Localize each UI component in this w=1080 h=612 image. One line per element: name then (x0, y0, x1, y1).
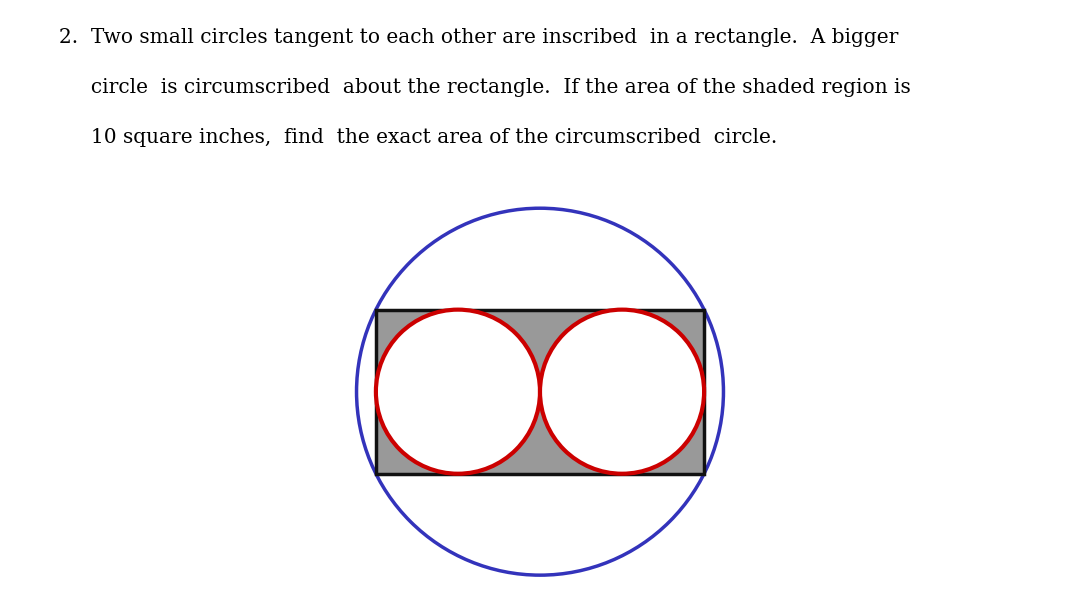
Text: circle  is circumscribed  about the rectangle.  If the area of the shaded region: circle is circumscribed about the rectan… (59, 78, 912, 97)
Circle shape (376, 310, 540, 474)
Bar (376, 310, 704, 474)
Text: 2.  Two small circles tangent to each other are inscribed  in a rectangle.  A bi: 2. Two small circles tangent to each oth… (59, 28, 899, 47)
Circle shape (540, 310, 704, 474)
Text: 10 square inches,  find  the exact area of the circumscribed  circle.: 10 square inches, find the exact area of… (59, 128, 778, 147)
